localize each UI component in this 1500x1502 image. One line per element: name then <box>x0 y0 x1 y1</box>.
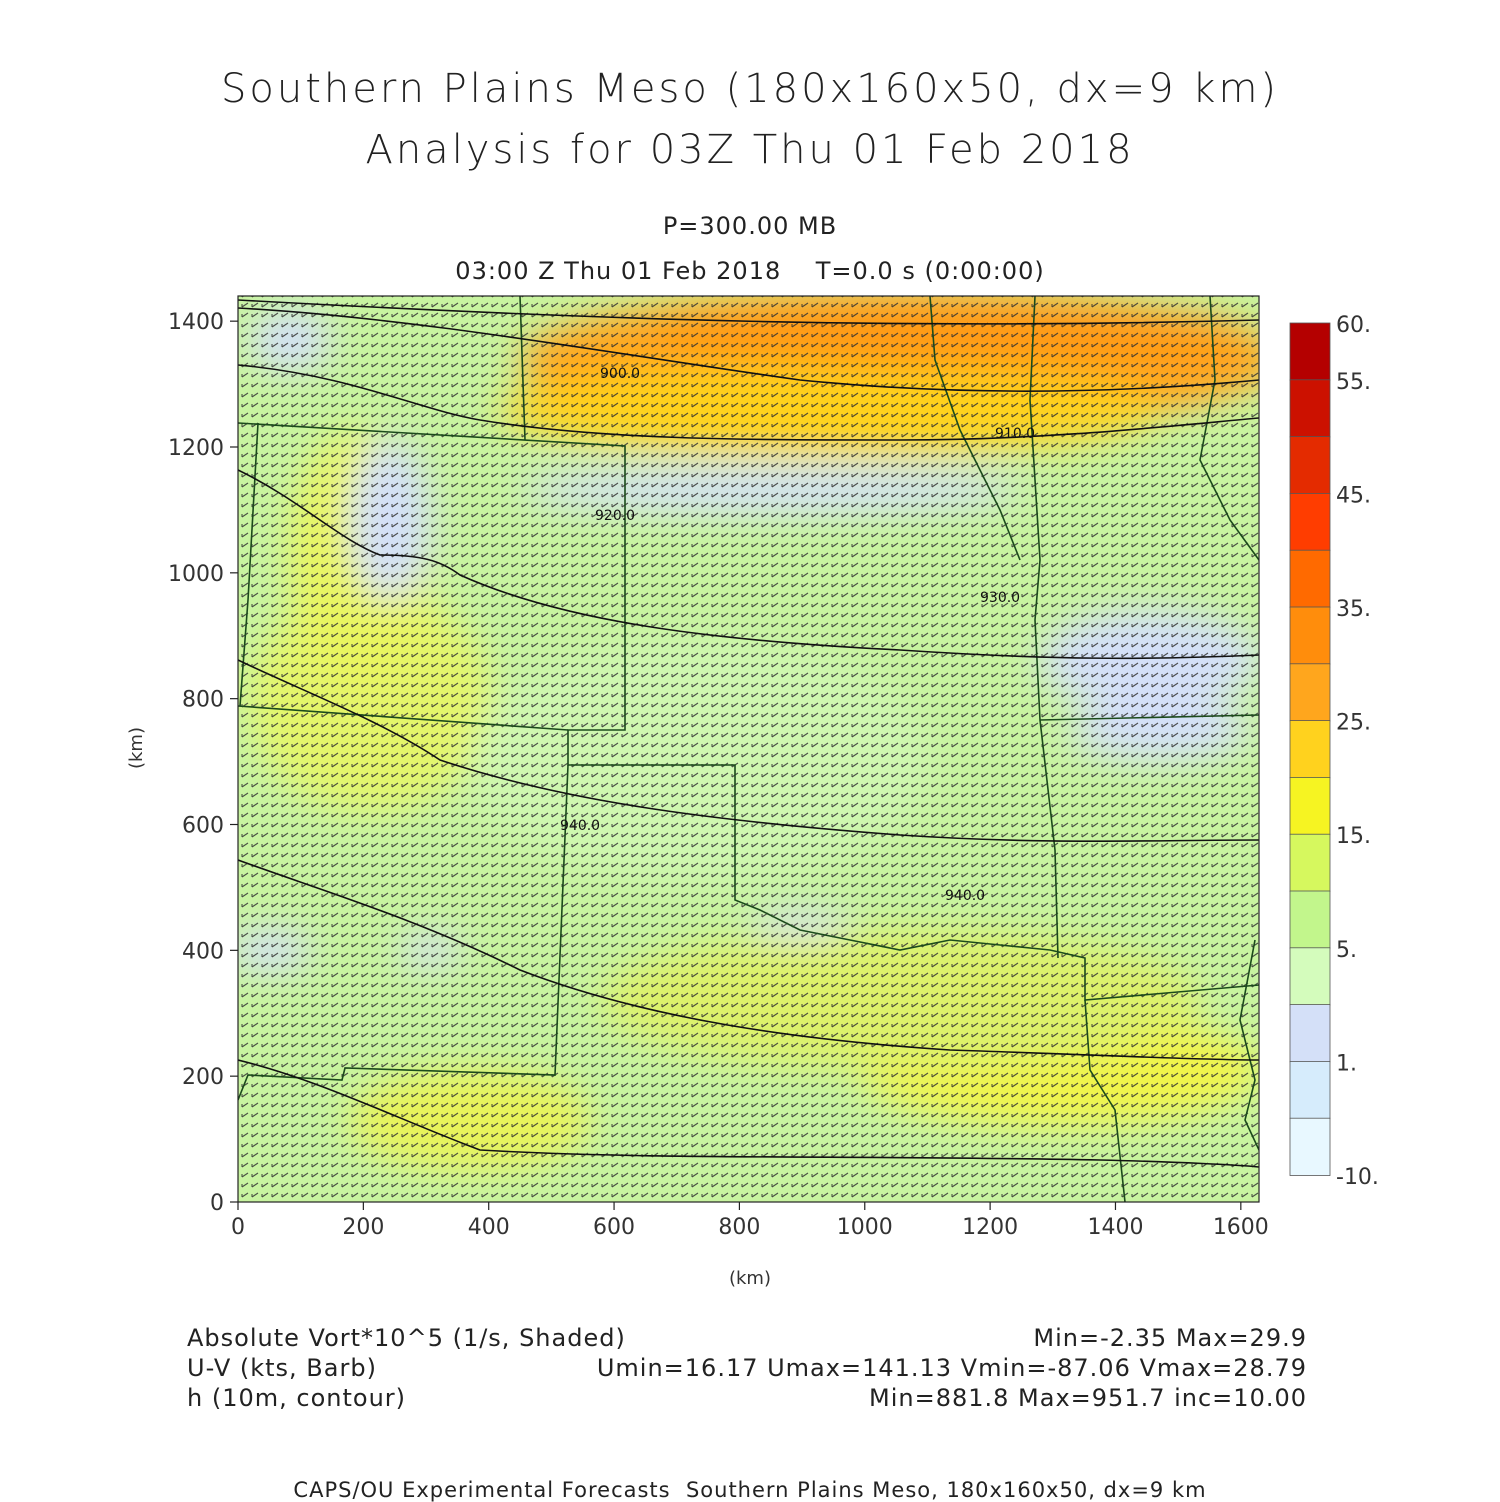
y-tick-label: 1000 <box>168 562 224 587</box>
height-contours <box>238 299 1259 1168</box>
map-title: Southern Plains Meso (180x160x50, dx=9 k… <box>220 66 1280 112</box>
colorbar-swatch <box>1289 492 1331 552</box>
x-tick-label: 1200 <box>962 1215 1018 1240</box>
pressure-level: P=300.00 MB <box>662 212 838 240</box>
field3-label: h (10m, contour) <box>187 1384 407 1412</box>
colorbar-swatch <box>1289 720 1331 779</box>
x-tick-label: 600 <box>593 1215 635 1240</box>
colorbar-swatch <box>1289 663 1331 722</box>
map-subtitle: Analysis for 03Z Thu 01 Feb 2018 <box>365 127 1135 173</box>
colorbar-swatch <box>1289 1117 1331 1176</box>
field2-label: U-V (kts, Barb) <box>187 1354 377 1382</box>
contour-label-940-b: 940.0 <box>945 888 985 904</box>
colorbar-label: 35. <box>1336 597 1371 622</box>
field1-label: Absolute Vort*10^5 (1/s, Shaded) <box>187 1324 626 1352</box>
colorbar-swatch <box>1289 322 1331 381</box>
x-axis-label: (km) <box>729 1268 771 1289</box>
vorticity-shading: 900.0 910.0 920.0 930.0 940.0 940.0 <box>238 296 1259 1202</box>
colorbar-swatch <box>1289 1004 1331 1063</box>
y-tick-label: 1200 <box>168 436 224 461</box>
x-tick-label: 1000 <box>837 1215 893 1240</box>
y-tick-label: 400 <box>182 939 224 964</box>
x-tick-label: 200 <box>342 1215 384 1240</box>
contour-label-920-b: 930.0 <box>980 590 1020 606</box>
colorbar-swatch <box>1289 777 1331 836</box>
contour-label-920-a: 920.0 <box>595 508 635 524</box>
contour-label-910: 910.0 <box>995 426 1035 442</box>
y-axis-label: (km) <box>126 727 147 769</box>
colorbar-swatch <box>1289 833 1331 892</box>
y-tick-label: 600 <box>182 814 224 839</box>
colorbar-swatch <box>1289 549 1331 608</box>
x-tick-label: 0 <box>231 1215 245 1240</box>
x-tick-label: 800 <box>718 1215 760 1240</box>
y-tick-label: 200 <box>182 1065 224 1090</box>
colorbar-label: 15. <box>1336 824 1371 849</box>
colorbar-swatch <box>1289 379 1331 438</box>
y-tick-label: 800 <box>182 688 224 713</box>
colorbar-swatch <box>1289 1061 1331 1120</box>
x-tick-label: 1600 <box>1213 1215 1269 1240</box>
contour-label-900: 900.0 <box>600 366 640 382</box>
x-tick-label: 1400 <box>1087 1215 1143 1240</box>
colorbar-swatch <box>1289 606 1331 665</box>
state-boundaries <box>238 296 1259 1202</box>
plot-frame <box>237 295 1260 1203</box>
colorbar-swatch <box>1289 947 1331 1006</box>
y-tick-label: 0 <box>210 1191 224 1216</box>
contour-label-940-a: 940.0 <box>560 818 600 834</box>
x-tick-label: 400 <box>468 1215 510 1240</box>
credit-line: CAPS/OU Experimental Forecasts Southern … <box>293 1478 1207 1502</box>
colorbar-label: 60. <box>1336 313 1371 338</box>
colorbar-swatch <box>1289 890 1331 949</box>
colorbar-label: 45. <box>1336 483 1371 508</box>
colorbar-label: 25. <box>1336 711 1371 736</box>
valid-time: 03:00 Z Thu 01 Feb 2018 T=0.0 s (0:00:00… <box>455 257 1045 285</box>
field2-stats: Umin=16.17 Umax=141.13 Vmin=-87.06 Vmax=… <box>596 1354 1307 1382</box>
colorbar-swatch <box>1289 436 1331 495</box>
colorbar-label: -10. <box>1336 1165 1379 1190</box>
y-axis: 0 200 400 600 800 1000 1200 1400 <box>168 310 238 1216</box>
colorbar: 60. 55. 45. 35. 25. 15. 5. 1. -10. <box>1289 313 1379 1190</box>
colorbar-label: 55. <box>1336 370 1371 395</box>
field1-stats: Min=-2.35 Max=29.9 <box>1033 1324 1307 1352</box>
colorbar-label: 5. <box>1336 938 1357 963</box>
colorbar-label: 1. <box>1336 1051 1357 1076</box>
x-axis: 0 200 400 600 800 1000 1200 1400 1600 <box>231 1202 1269 1240</box>
y-tick-label: 1400 <box>168 310 224 335</box>
field3-stats: Min=881.8 Max=951.7 inc=10.00 <box>869 1384 1307 1412</box>
